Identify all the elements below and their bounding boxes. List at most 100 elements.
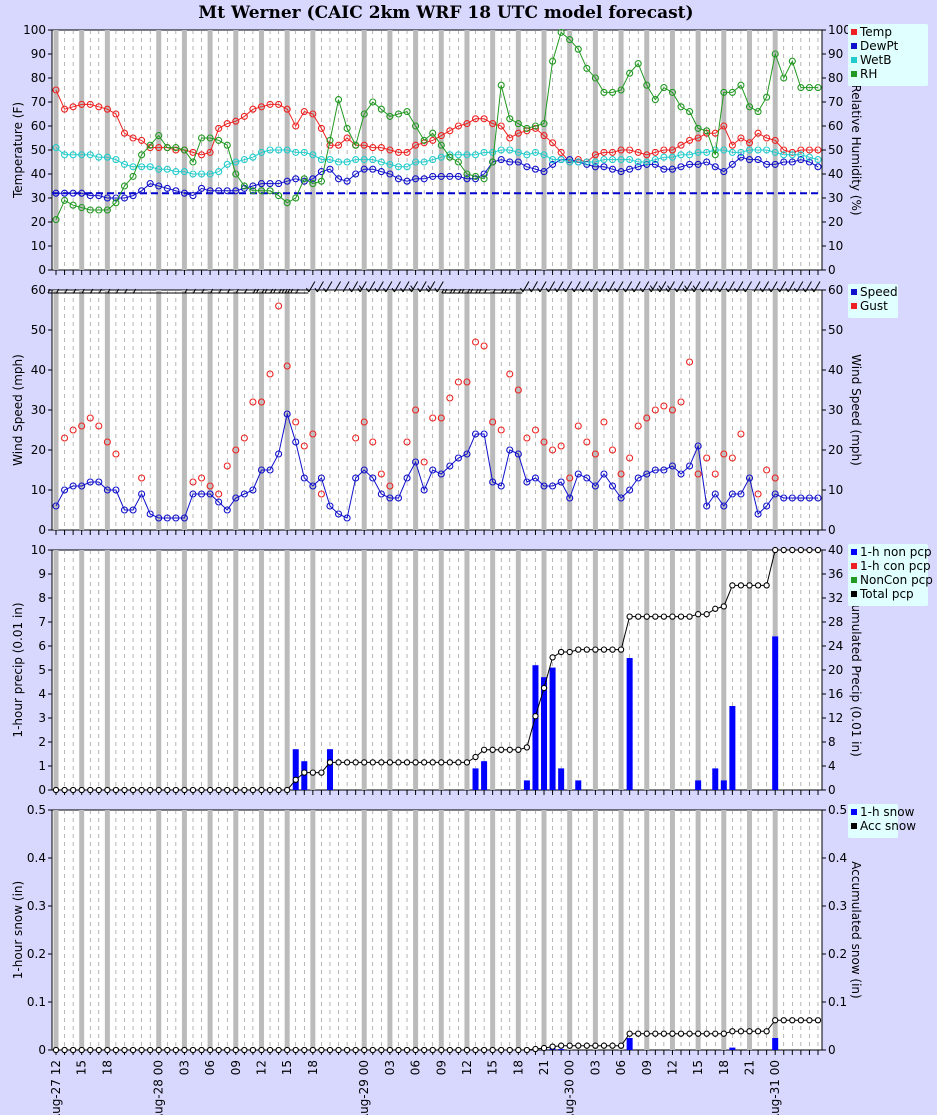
data-point	[317, 168, 325, 176]
data-point	[86, 206, 94, 214]
data-point	[343, 1046, 351, 1054]
data-point	[138, 474, 146, 482]
data-point	[566, 158, 574, 166]
x-tick-label: 09	[434, 1060, 448, 1075]
y-tick-label: 40	[31, 167, 46, 181]
wind-barb	[691, 281, 701, 293]
data-point	[112, 110, 120, 118]
data-point	[806, 1017, 813, 1024]
data-point	[86, 151, 94, 159]
data-point	[292, 1046, 299, 1054]
data-point	[771, 50, 779, 58]
bar	[292, 749, 299, 790]
data-point	[138, 163, 146, 171]
barb-flag	[802, 287, 806, 293]
data-point	[386, 1046, 394, 1054]
data-point	[720, 450, 728, 458]
data-point	[69, 189, 77, 197]
data-point	[540, 438, 548, 446]
data-point	[438, 1046, 445, 1054]
data-point	[497, 426, 505, 434]
data-point	[420, 458, 428, 466]
y2-tick-label: 32	[828, 591, 843, 605]
barb-flag	[708, 287, 712, 293]
y-tick-label: 60	[31, 119, 46, 133]
series-acc-snow	[52, 1017, 822, 1054]
y2-tick-label: 0.1	[828, 995, 847, 1009]
data-point	[412, 158, 420, 166]
data-point	[121, 1046, 128, 1054]
data-point	[780, 158, 788, 166]
barb-flag	[467, 288, 470, 294]
y-tick-label: 90	[31, 47, 46, 61]
data-point	[489, 158, 497, 166]
data-point	[575, 1042, 582, 1049]
barb-flag	[759, 287, 764, 293]
data-point	[386, 494, 394, 502]
data-point	[446, 462, 454, 470]
legend-entry: 1-h snow	[860, 805, 915, 819]
legend-swatch	[851, 71, 857, 77]
y-tick-label: 60	[31, 283, 46, 297]
data-point	[223, 120, 231, 128]
data-point	[745, 103, 754, 111]
data-point	[643, 1030, 650, 1037]
y2-tick-label: 0.3	[828, 899, 847, 913]
data-point	[720, 88, 728, 96]
data-point	[138, 490, 146, 498]
data-point	[121, 786, 128, 794]
legend-swatch	[851, 57, 857, 63]
barb-flag	[235, 288, 239, 294]
data-point	[617, 86, 625, 94]
data-point	[669, 613, 676, 620]
data-point	[61, 189, 69, 197]
data-point	[737, 1028, 745, 1035]
data-point	[309, 180, 317, 188]
series-line	[56, 156, 819, 199]
y-tick-label: 0.2	[27, 947, 46, 961]
y-tick-label: 30	[31, 191, 46, 205]
barb-flag	[270, 288, 274, 294]
data-point	[309, 175, 317, 183]
data-point	[805, 146, 813, 154]
data-point	[660, 84, 668, 92]
barb-flag	[47, 288, 51, 294]
data-point	[223, 141, 231, 149]
data-point	[104, 786, 111, 794]
data-point	[198, 170, 206, 178]
barb-flag	[273, 288, 277, 294]
data-point	[506, 115, 514, 123]
barb-shaft	[599, 281, 607, 293]
data-point	[386, 160, 394, 168]
data-point	[172, 1046, 180, 1054]
data-point	[52, 86, 60, 94]
y2-tick-label: 0	[828, 523, 836, 537]
data-point	[515, 1046, 522, 1054]
data-point	[155, 144, 163, 152]
barb-shaft	[685, 281, 693, 293]
barb-flag	[278, 288, 282, 294]
data-point	[120, 160, 129, 168]
data-point	[412, 175, 420, 183]
data-point	[694, 160, 702, 168]
data-point	[557, 28, 565, 36]
data-point	[206, 786, 214, 794]
data-point	[78, 482, 86, 490]
data-point	[164, 1046, 171, 1054]
data-point	[300, 148, 308, 156]
y2-tick-label: 60	[828, 119, 843, 133]
data-point	[249, 187, 257, 195]
y2-tick-label: 30	[828, 191, 843, 205]
data-point	[523, 744, 531, 751]
data-point	[574, 158, 582, 166]
legend-swatch	[851, 809, 857, 815]
y-tick-label: 0	[38, 1043, 46, 1057]
data-point	[172, 786, 180, 794]
y-tick-label: 8	[38, 591, 46, 605]
data-point	[635, 613, 642, 620]
data-point	[728, 160, 736, 168]
barb-flag	[107, 288, 111, 294]
barb-flag	[348, 287, 353, 293]
y-tick-label: 20	[31, 215, 46, 229]
data-point	[446, 172, 454, 180]
